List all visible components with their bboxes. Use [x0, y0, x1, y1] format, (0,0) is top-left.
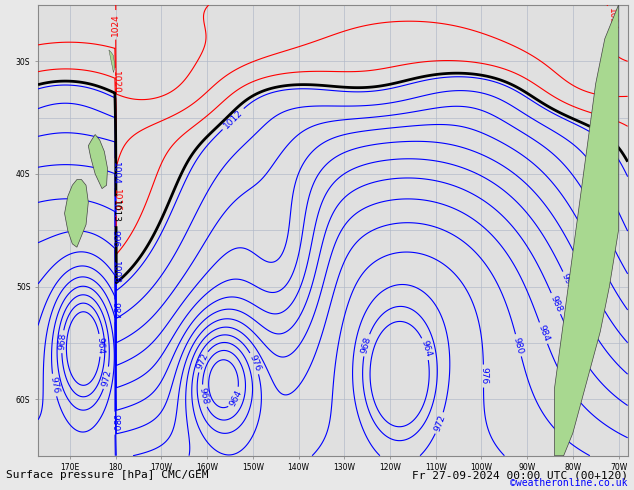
Text: 968: 968	[359, 336, 373, 355]
Text: 1000: 1000	[581, 232, 600, 257]
Text: 992: 992	[560, 272, 576, 292]
Text: 972: 972	[195, 352, 210, 371]
Text: 980: 980	[512, 336, 525, 355]
Text: 980: 980	[110, 415, 120, 432]
Text: 988: 988	[548, 294, 564, 313]
Text: 964: 964	[228, 388, 243, 408]
Text: 1016: 1016	[112, 189, 120, 212]
Text: 984: 984	[110, 302, 120, 319]
Text: 968: 968	[57, 333, 67, 351]
Text: 984: 984	[536, 323, 551, 343]
Text: 976: 976	[48, 376, 60, 394]
Text: 968: 968	[197, 387, 210, 405]
Text: Surface pressure [hPa] CMC/GEM: Surface pressure [hPa] CMC/GEM	[6, 470, 209, 480]
Text: 976: 976	[479, 368, 488, 385]
Text: 1013: 1013	[112, 200, 120, 223]
Text: 1020: 1020	[111, 71, 120, 94]
Text: ©weatheronline.co.uk: ©weatheronline.co.uk	[510, 478, 628, 488]
Text: 972: 972	[100, 368, 113, 387]
Text: 1024: 1024	[111, 13, 120, 36]
Text: 1008: 1008	[112, 261, 120, 284]
Polygon shape	[109, 50, 115, 73]
Text: 1024: 1024	[607, 8, 617, 31]
Text: 976: 976	[247, 354, 262, 373]
Polygon shape	[88, 135, 108, 189]
Text: 996: 996	[110, 230, 120, 247]
Text: 972: 972	[432, 414, 447, 433]
Polygon shape	[65, 180, 88, 247]
Text: Fr 27-09-2024 00:00 UTC (00+120): Fr 27-09-2024 00:00 UTC (00+120)	[411, 470, 628, 480]
Text: 964: 964	[96, 337, 105, 354]
Text: 964: 964	[419, 340, 432, 358]
Text: 1004: 1004	[110, 162, 120, 185]
Polygon shape	[555, 5, 619, 456]
Text: 1012: 1012	[222, 108, 244, 130]
